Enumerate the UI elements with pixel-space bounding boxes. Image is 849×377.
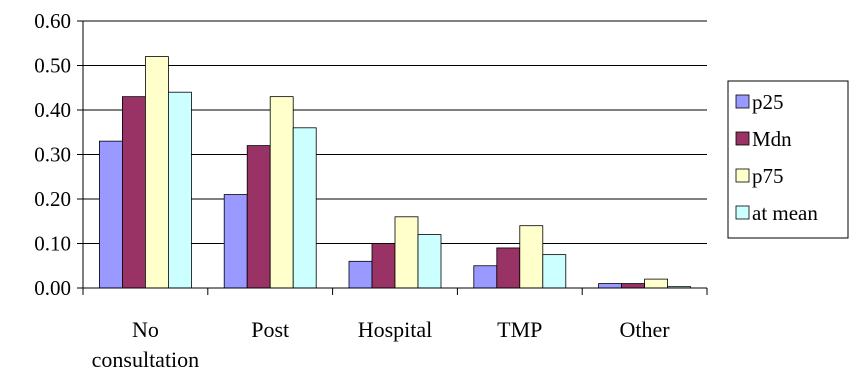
x-tick-label: Other bbox=[620, 317, 671, 342]
bar bbox=[269, 96, 294, 289]
bars bbox=[99, 56, 691, 289]
bar bbox=[144, 56, 169, 289]
x-tick-label: Hospital bbox=[358, 317, 433, 342]
bar bbox=[598, 283, 622, 289]
x-tick-label: TMP bbox=[497, 317, 542, 342]
y-tick-label: 0.40 bbox=[34, 98, 71, 122]
y-tick-label: 0.10 bbox=[34, 232, 71, 256]
bar bbox=[99, 140, 123, 289]
legend-swatch bbox=[735, 94, 750, 109]
y-tick-label: 0.00 bbox=[34, 276, 71, 300]
bar bbox=[371, 243, 396, 289]
y-tick-label: 0.60 bbox=[34, 9, 71, 33]
y-tick-label: 0.50 bbox=[34, 54, 71, 78]
legend-swatch bbox=[735, 131, 750, 146]
bar bbox=[542, 254, 567, 289]
bar bbox=[122, 96, 146, 289]
y-tick-label: 0.20 bbox=[34, 187, 71, 211]
bar bbox=[348, 260, 373, 289]
x-tick-label: consultation bbox=[92, 347, 200, 372]
bar bbox=[417, 234, 442, 289]
legend-swatch bbox=[735, 168, 750, 183]
bar bbox=[621, 283, 645, 289]
bar bbox=[223, 194, 248, 289]
legend: p25 Mdn p75 at mean bbox=[727, 80, 849, 239]
bar bbox=[473, 265, 498, 289]
bar bbox=[644, 278, 668, 289]
bar bbox=[394, 216, 419, 289]
legend-swatch bbox=[735, 205, 750, 220]
x-tick-label: No bbox=[132, 317, 159, 342]
x-tick-labels: No consultation Post Hospital TMP Other bbox=[92, 317, 671, 372]
bar bbox=[167, 91, 192, 289]
bar bbox=[496, 247, 521, 289]
legend-label: p75 bbox=[752, 164, 784, 188]
legend-label: p25 bbox=[752, 90, 784, 114]
bar bbox=[519, 225, 544, 289]
bar bbox=[292, 127, 317, 289]
legend-label: at mean bbox=[752, 201, 818, 225]
y-tick-label: 0.30 bbox=[34, 143, 71, 167]
y-tick-labels: 0.00 0.10 0.20 0.30 0.40 0.50 0.60 bbox=[34, 9, 71, 300]
legend-label: Mdn bbox=[752, 127, 792, 151]
bar bbox=[246, 145, 271, 289]
axes bbox=[77, 20, 708, 295]
x-tick-label: Post bbox=[251, 317, 289, 342]
